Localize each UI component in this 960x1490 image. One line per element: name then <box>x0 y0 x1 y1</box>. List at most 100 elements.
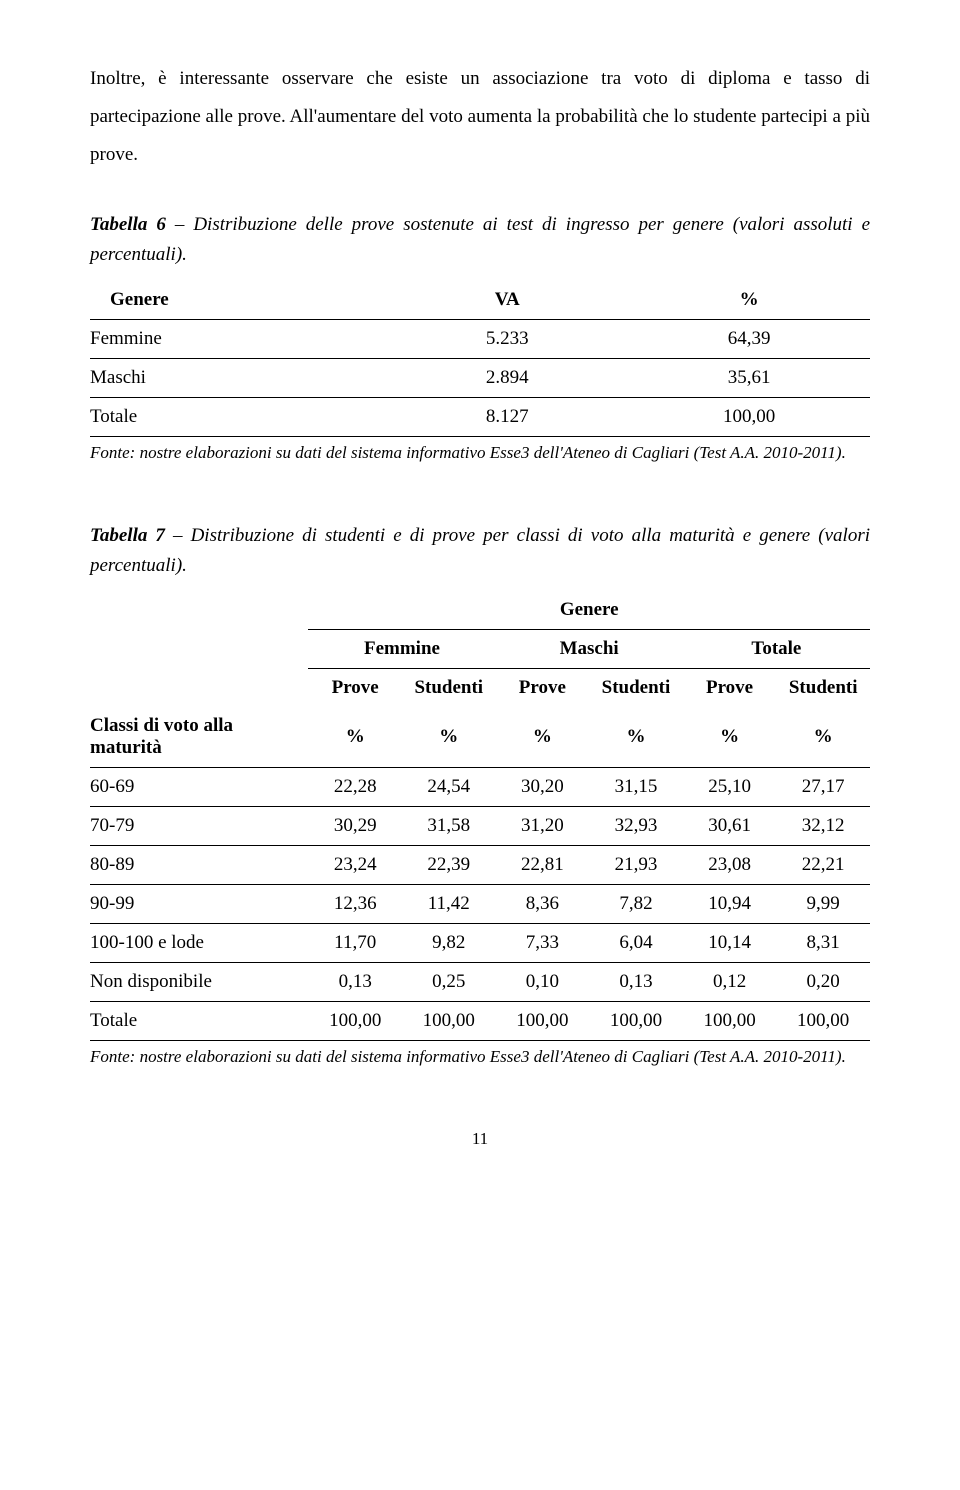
table7-cell: 11,70 <box>308 924 402 963</box>
table7-row: 60-69 22,28 24,54 30,20 31,15 25,10 27,1… <box>90 768 870 807</box>
table7-row-label: 60-69 <box>90 768 308 807</box>
table7-header-maschi: Maschi <box>496 630 683 669</box>
table7-cell: 31,58 <box>402 807 496 846</box>
table6-row-label: Totale <box>90 397 386 436</box>
table7-header-pct: % <box>683 707 777 768</box>
table7-header-studenti: Studenti <box>402 669 496 708</box>
table7-cell: 23,24 <box>308 846 402 885</box>
table7-cell: 32,12 <box>776 807 870 846</box>
table7-row-label: 70-79 <box>90 807 308 846</box>
table6-row-va: 5.233 <box>386 319 628 358</box>
table7-cell: 10,94 <box>683 885 777 924</box>
table6-row-pct: 64,39 <box>628 319 870 358</box>
table6-caption-rest: – Distribuzione delle prove sostenute ai… <box>90 214 870 265</box>
table7-cell: 22,21 <box>776 846 870 885</box>
table6-caption: Tabella 6 – Distribuzione delle prove so… <box>90 210 870 271</box>
table7-cell: 0,13 <box>589 963 683 1002</box>
table7-cell: 0,20 <box>776 963 870 1002</box>
table6-row-va: 8.127 <box>386 397 628 436</box>
table7-row: 100-100 e lode 11,70 9,82 7,33 6,04 10,1… <box>90 924 870 963</box>
table7-header-prove: Prove <box>308 669 402 708</box>
table7-cell: 0,10 <box>496 963 590 1002</box>
table7-cell: 9,82 <box>402 924 496 963</box>
table7-header-totale: Totale <box>683 630 870 669</box>
table6-row: Totale 8.127 100,00 <box>90 397 870 436</box>
table7-row-label: Non disponibile <box>90 963 308 1002</box>
table7-row: Non disponibile 0,13 0,25 0,10 0,13 0,12… <box>90 963 870 1002</box>
table7-header-row-1: Genere <box>90 591 870 630</box>
table7-header-empty <box>90 630 308 669</box>
table7: Genere Femmine Maschi Totale Prove Stude… <box>90 591 870 1041</box>
table7-header-studenti: Studenti <box>589 669 683 708</box>
table7-cell: 32,93 <box>589 807 683 846</box>
table7-header-pct: % <box>589 707 683 768</box>
table7-cell: 9,99 <box>776 885 870 924</box>
table7-header-pct: % <box>776 707 870 768</box>
table7-cell: 0,13 <box>308 963 402 1002</box>
table7-header-genere: Genere <box>308 591 870 630</box>
table7-cell: 100,00 <box>496 1002 590 1041</box>
table7-header-row-2: Femmine Maschi Totale <box>90 630 870 669</box>
table7-cell: 8,36 <box>496 885 590 924</box>
table7-cell: 23,08 <box>683 846 777 885</box>
table7-row: 80-89 23,24 22,39 22,81 21,93 23,08 22,2… <box>90 846 870 885</box>
table6-header-va: VA <box>386 281 628 320</box>
page-number: 11 <box>90 1129 870 1149</box>
table7-row: 90-99 12,36 11,42 8,36 7,82 10,94 9,99 <box>90 885 870 924</box>
table6-source: Fonte: nostre elaborazioni su dati del s… <box>90 441 870 465</box>
table7-cell: 7,82 <box>589 885 683 924</box>
table7-cell: 0,25 <box>402 963 496 1002</box>
table7-cell: 25,10 <box>683 768 777 807</box>
table7-cell: 8,31 <box>776 924 870 963</box>
table7-header-empty <box>90 591 308 630</box>
table6-header-gender: Genere <box>90 281 386 320</box>
table7-header-classi: Classi di voto alla maturità <box>90 707 308 768</box>
table6-row-label: Femmine <box>90 319 386 358</box>
table7-header-pct: % <box>496 707 590 768</box>
table7-row: 70-79 30,29 31,58 31,20 32,93 30,61 32,1… <box>90 807 870 846</box>
table6-row-va: 2.894 <box>386 358 628 397</box>
table7-cell: 6,04 <box>589 924 683 963</box>
table7-cell: 24,54 <box>402 768 496 807</box>
table7-cell: 10,14 <box>683 924 777 963</box>
table7-cell: 31,20 <box>496 807 590 846</box>
table7-cell: 22,28 <box>308 768 402 807</box>
intro-paragraph: Inoltre, è interessante osservare che es… <box>90 60 870 174</box>
table7-header-femmine: Femmine <box>308 630 495 669</box>
table7-header-prove: Prove <box>683 669 777 708</box>
table6-row-pct: 35,61 <box>628 358 870 397</box>
table6: Genere VA % Femmine 5.233 64,39 Maschi 2… <box>90 281 870 437</box>
table6-row-label: Maschi <box>90 358 386 397</box>
table7-header-pct: % <box>402 707 496 768</box>
table7-cell: 0,12 <box>683 963 777 1002</box>
table7-cell: 31,15 <box>589 768 683 807</box>
table6-row: Maschi 2.894 35,61 <box>90 358 870 397</box>
table7-cell: 27,17 <box>776 768 870 807</box>
table7-caption: Tabella 7 – Distribuzione di studenti e … <box>90 521 870 582</box>
table7-cell: 100,00 <box>402 1002 496 1041</box>
table6-caption-label: Tabella 6 <box>90 214 166 235</box>
table7-row-label: 90-99 <box>90 885 308 924</box>
table6-header-pct: % <box>628 281 870 320</box>
table7-cell: 21,93 <box>589 846 683 885</box>
table7-cell: 30,29 <box>308 807 402 846</box>
table7-cell: 100,00 <box>589 1002 683 1041</box>
table7-cell: 100,00 <box>776 1002 870 1041</box>
table7-row-label: 80-89 <box>90 846 308 885</box>
table7-row: Totale 100,00 100,00 100,00 100,00 100,0… <box>90 1002 870 1041</box>
table7-cell: 30,61 <box>683 807 777 846</box>
table7-cell: 22,39 <box>402 846 496 885</box>
table7-row-label: Totale <box>90 1002 308 1041</box>
table7-cell: 100,00 <box>683 1002 777 1041</box>
table7-cell: 7,33 <box>496 924 590 963</box>
table6-header-row: Genere VA % <box>90 281 870 320</box>
table7-caption-label: Tabella 7 <box>90 525 165 546</box>
table6-row-pct: 100,00 <box>628 397 870 436</box>
table7-header-studenti: Studenti <box>776 669 870 708</box>
table7-source: Fonte: nostre elaborazioni su dati del s… <box>90 1045 870 1069</box>
table7-header-prove: Prove <box>496 669 590 708</box>
table7-cell: 12,36 <box>308 885 402 924</box>
table6-row: Femmine 5.233 64,39 <box>90 319 870 358</box>
table7-header-pct: % <box>308 707 402 768</box>
table7-header-row-3: Prove Studenti Prove Studenti Prove Stud… <box>90 669 870 708</box>
